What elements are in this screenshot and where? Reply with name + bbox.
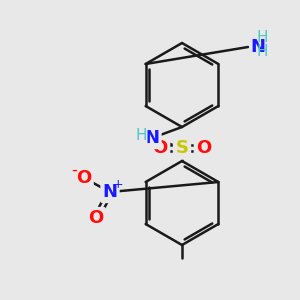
Text: H: H xyxy=(256,44,268,59)
Text: N: N xyxy=(145,129,160,147)
Text: N: N xyxy=(103,183,118,201)
Text: +: + xyxy=(113,178,123,191)
Text: N: N xyxy=(250,38,265,56)
Text: O: O xyxy=(88,209,104,227)
Text: O: O xyxy=(152,139,168,157)
Text: O: O xyxy=(196,139,211,157)
Text: H: H xyxy=(135,128,147,142)
Text: S: S xyxy=(176,139,188,157)
Text: -: - xyxy=(71,161,77,179)
Text: H: H xyxy=(256,31,268,46)
Text: O: O xyxy=(76,169,92,187)
